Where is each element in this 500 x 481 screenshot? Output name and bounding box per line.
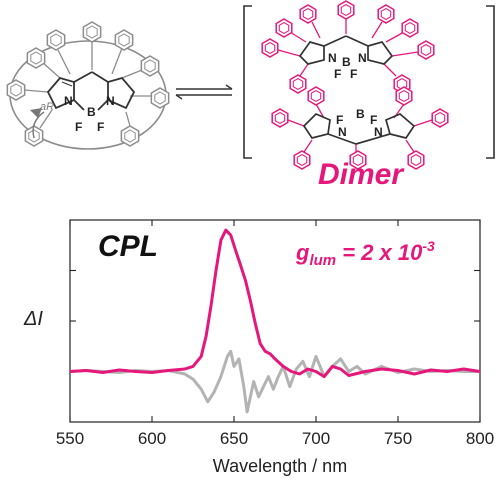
atom-b: B (356, 107, 365, 121)
glum-equals: = 2 x 10 (336, 240, 423, 265)
dimer-label: Dimer (318, 158, 404, 191)
atom-n: N (338, 125, 347, 139)
atom-f: F (336, 113, 343, 127)
chart-series (69, 228, 481, 414)
bodipy-core-monomer (46, 71, 136, 111)
atom-n: N (328, 51, 337, 65)
x-tick-label: 750 (384, 429, 412, 448)
axis-ticks: 550 600 650 700 750 800 (56, 220, 494, 448)
atom-f-left: F (75, 120, 82, 134)
x-tick-label: 550 (56, 429, 84, 448)
dimer-molecule-bottom: F B F N N (271, 86, 449, 170)
atom-f: F (350, 67, 357, 81)
atom-f: F (370, 113, 377, 127)
glum-annotation: glum = 2 x 10-3 (296, 238, 435, 269)
x-tick-label: 600 (138, 429, 166, 448)
atom-n-right: N (106, 94, 115, 108)
atom-n-left: N (64, 94, 73, 108)
cpl-label: CPL (98, 230, 158, 263)
rotation-arrow (32, 111, 45, 139)
stereo-label: aR (40, 101, 54, 113)
equilibrium-arrows (175, 84, 233, 100)
monomer-molecule: N N B F F aR (6, 21, 170, 150)
atom-b: B (87, 105, 96, 119)
glum-subscript: lum (309, 252, 337, 269)
atom-f-right: F (97, 120, 104, 134)
atom-n: N (358, 51, 367, 65)
y-axis-label: ΔI (24, 308, 43, 330)
x-tick-label: 800 (466, 429, 494, 448)
atom-n: N (374, 125, 383, 139)
cpl-chart: 550 600 650 700 750 800 (56, 219, 494, 448)
dimer-molecule-top: N B N F F (261, 0, 435, 94)
atom-f: F (334, 67, 341, 81)
glum-exponent: -3 (422, 238, 435, 254)
dimer-brackets (243, 5, 495, 159)
glum-symbol: g (296, 240, 310, 265)
x-tick-label: 650 (220, 429, 248, 448)
series-line-pink (69, 228, 481, 379)
phenyl-bonds (23, 42, 152, 129)
x-axis-label: Wavelength / nm (212, 456, 348, 476)
atom-b: B (342, 55, 351, 69)
x-tick-label: 700 (302, 429, 330, 448)
